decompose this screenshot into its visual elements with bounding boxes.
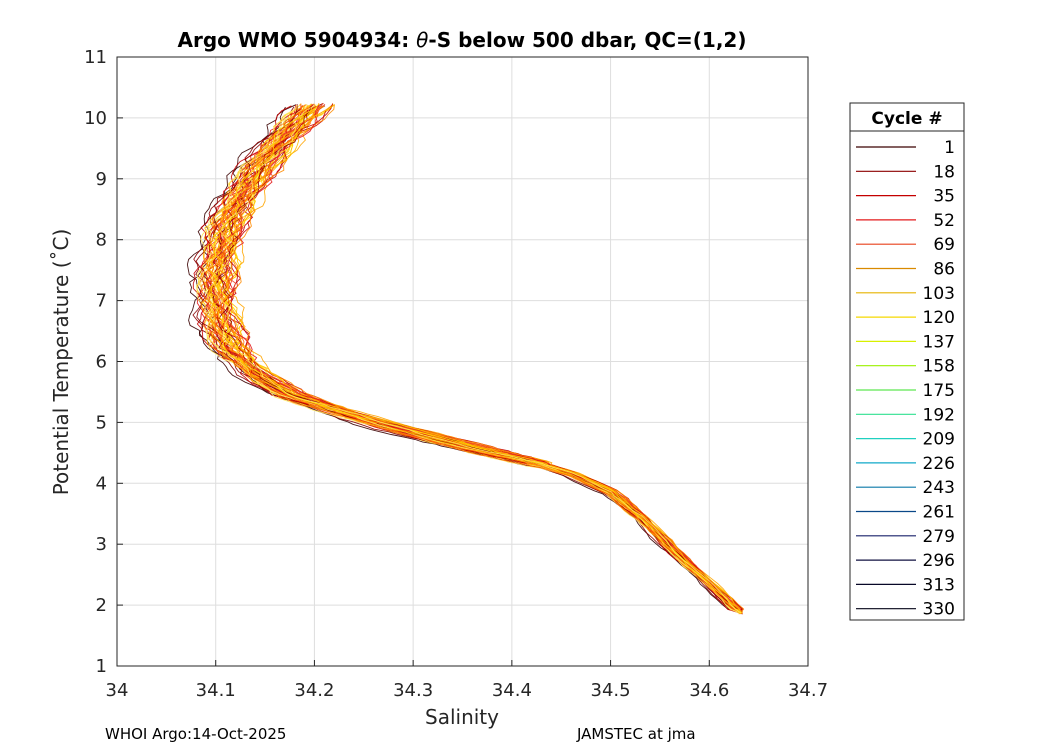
legend-item-label: 279 (923, 527, 955, 547)
legend-box (849, 102, 965, 621)
legend-item-label: 103 (923, 284, 955, 304)
legend-item-label: 35 (933, 187, 955, 207)
y-tick-label: 5 (96, 412, 107, 433)
x-tick-label: 34.7 (788, 680, 828, 701)
profile-line (200, 107, 740, 611)
y-axis-label: Potential Temperature (˚C) (49, 229, 73, 496)
grid (117, 57, 808, 666)
x-axis: 34 34.1 34.2 34.3 34.4 34.5 34.6 34.7 (106, 660, 828, 701)
y-tick-label: 10 (84, 108, 107, 129)
legend-item-label: 330 (923, 600, 955, 620)
profile-lines (186, 102, 745, 615)
profile-line (227, 104, 744, 614)
x-tick-label: 34.2 (294, 680, 334, 701)
legend-item-label: 69 (933, 235, 955, 255)
y-axis: 1 2 3 4 5 6 7 8 9 10 11 (84, 47, 123, 677)
y-tick-label: 6 (96, 352, 107, 373)
x-tick-label: 34.4 (492, 680, 532, 701)
x-tick-label: 34.6 (689, 680, 729, 701)
legend-item-label: 243 (923, 478, 955, 498)
profile-line (207, 107, 741, 612)
y-tick-label: 7 (96, 291, 107, 312)
y-tick-label: 1 (96, 656, 107, 677)
legend-item-label: 86 (933, 260, 955, 280)
legend-item-label: 313 (923, 575, 955, 595)
legend-item-label: 209 (923, 430, 955, 450)
legend-item-label: 18 (933, 162, 955, 182)
profile-line (221, 104, 742, 615)
y-tick-label: 4 (96, 473, 107, 494)
x-axis-label: Salinity (425, 705, 499, 729)
profile-line (207, 103, 743, 614)
legend-item-label: 261 (923, 503, 955, 523)
legend-item-label: 226 (923, 454, 955, 474)
profile-line (200, 105, 740, 611)
y-tick-label: 8 (96, 230, 107, 251)
x-tick-label: 34.5 (591, 680, 631, 701)
y-tick-label: 3 (96, 534, 107, 555)
legend-item-label: 137 (923, 332, 955, 352)
profile-line (211, 104, 742, 614)
y-tick-label: 11 (84, 47, 107, 68)
x-tick-label: 34 (106, 680, 129, 701)
x-tick-label: 34.3 (393, 680, 433, 701)
footer-credit: JAMSTEC at jma (577, 725, 696, 743)
footer-source: WHOI Argo:14-Oct-2025 (105, 725, 287, 743)
legend-item-label: 158 (923, 357, 955, 377)
legend-title: Cycle # (871, 109, 942, 129)
chart-title: Argo WMO 5904934: θ-S below 500 dbar, QC… (178, 28, 747, 52)
legend-item-label: 175 (923, 381, 955, 401)
legend-item-label: 120 (923, 308, 955, 328)
legend-item-label: 192 (923, 405, 955, 425)
legend-item-label: 1 (944, 138, 955, 158)
x-tick-label: 34.1 (196, 680, 236, 701)
legend: Cycle # 1 18 35 52 69 86 103 120 137 158 175 192 209… (849, 102, 965, 621)
y-tick-label: 2 (96, 595, 107, 616)
legend-item-label: 52 (933, 211, 955, 231)
legend-item-label: 296 (923, 551, 955, 571)
y-tick-label: 9 (96, 169, 107, 190)
